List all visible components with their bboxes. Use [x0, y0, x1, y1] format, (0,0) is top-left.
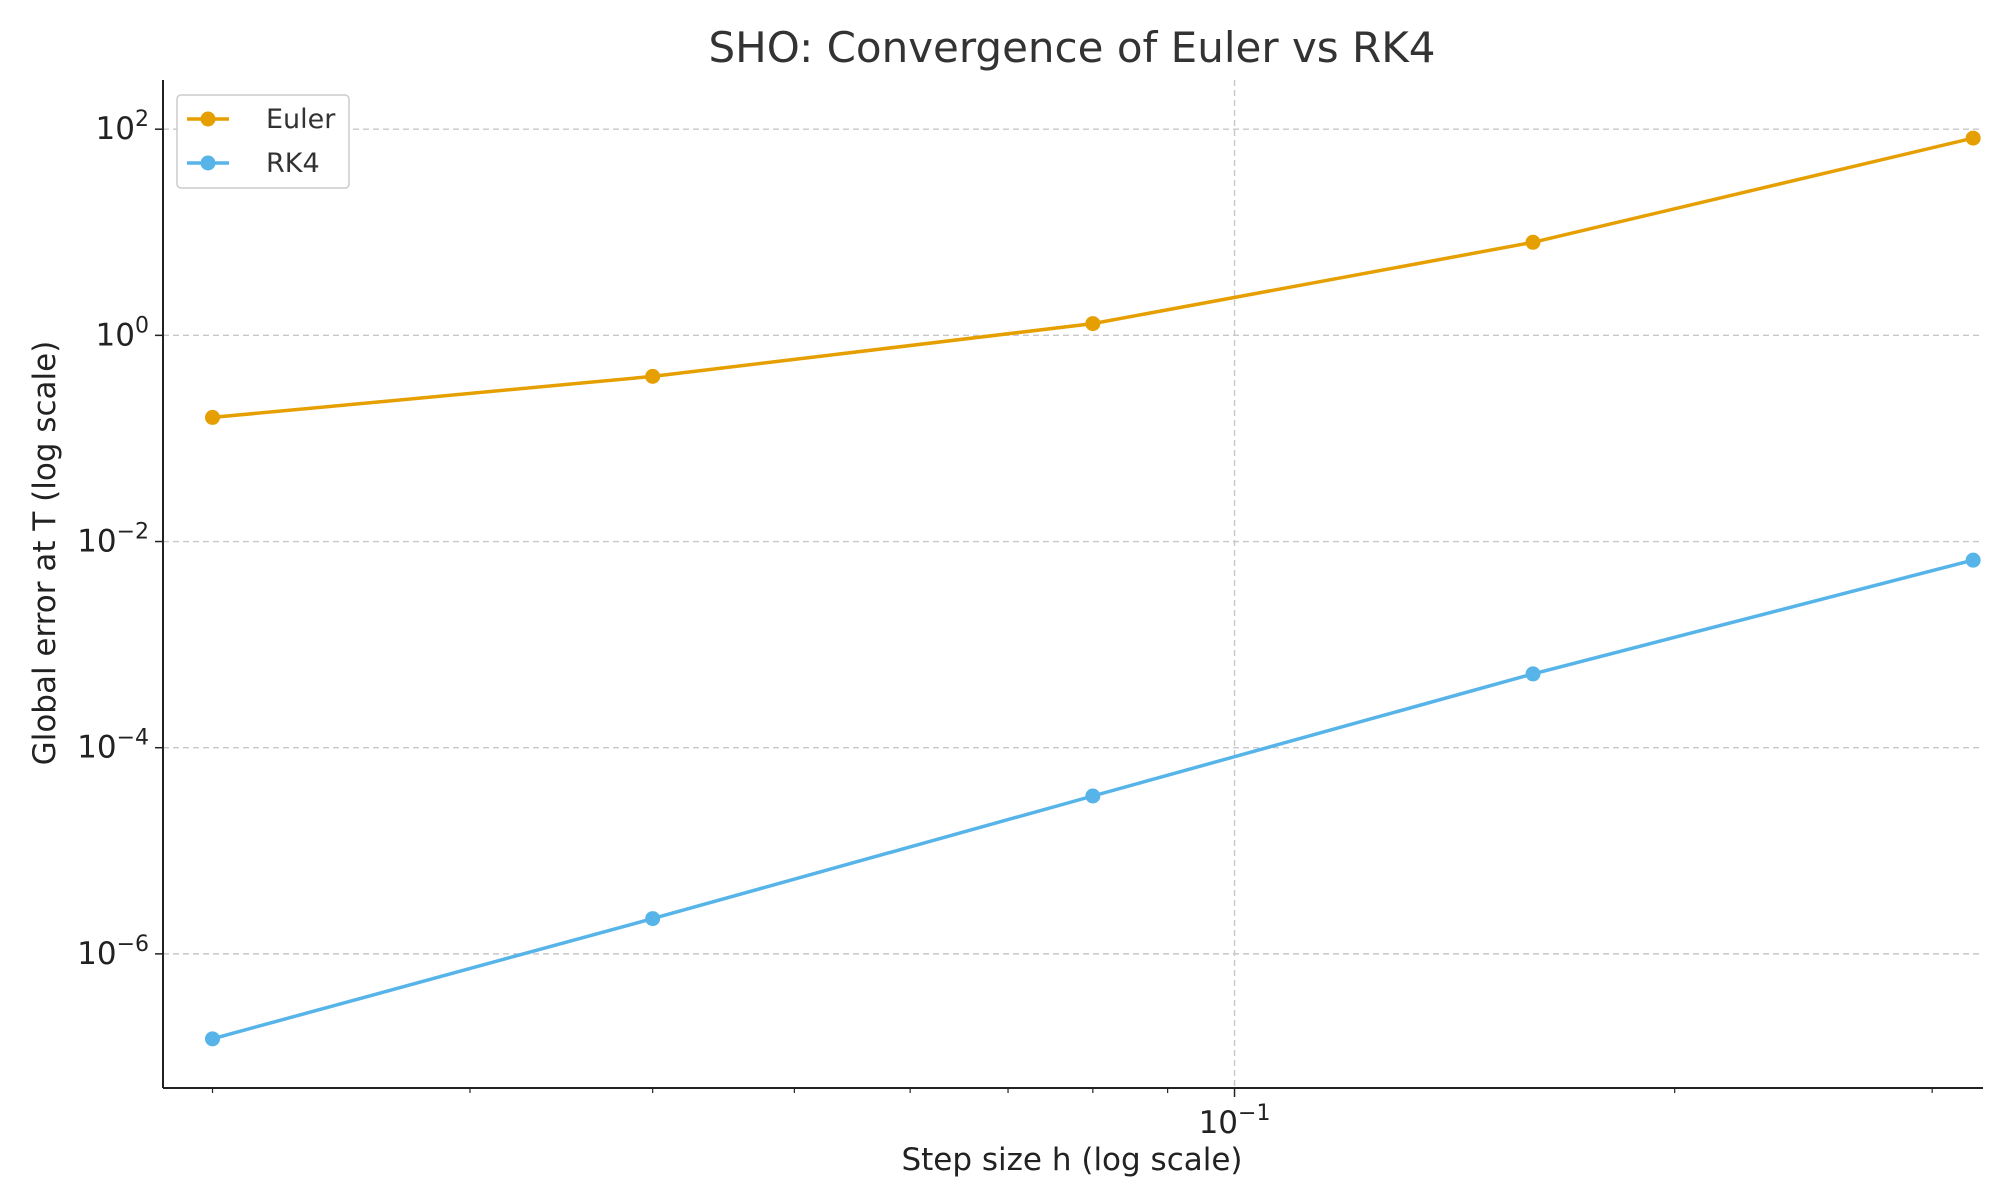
legend-label: Euler — [266, 104, 336, 135]
y-tick-label: 102 — [96, 107, 149, 147]
data-point-euler — [205, 409, 221, 425]
y-tick-label: 10−2 — [77, 520, 149, 560]
data-point-rk4 — [645, 911, 661, 927]
series-line-euler — [212, 136, 1974, 420]
legend-marker — [200, 111, 216, 127]
y-tick-label: 10−6 — [77, 932, 149, 972]
x-tick-label: 10−1 — [1199, 1101, 1271, 1141]
data-point-rk4 — [205, 1031, 221, 1047]
y-tick-label: 100 — [96, 313, 149, 353]
x-axis-label: Step size h (log scale) — [901, 1142, 1242, 1178]
legend-label: RK4 — [266, 148, 320, 179]
legend-marker — [200, 155, 216, 171]
data-point-rk4 — [1965, 552, 1981, 568]
grid-layer — [163, 80, 1983, 1088]
data-point-euler — [1965, 130, 1981, 146]
data-point-rk4 — [1525, 666, 1541, 682]
y-axis-label: Global error at T (log scale) — [27, 341, 63, 766]
tick-layer: 10−6 10−4 10−2 100 102 10−1 — [77, 107, 1933, 1141]
chart-title: SHO: Convergence of Euler vs RK4 — [709, 23, 1436, 72]
y-tick-label: 10−4 — [77, 726, 149, 766]
data-point-euler — [1085, 316, 1101, 332]
legend: Euler RK4 — [176, 94, 350, 189]
axes-layer — [162, 80, 1983, 1089]
data-point-euler — [645, 368, 661, 384]
data-point-rk4 — [1085, 788, 1101, 804]
data-point-euler — [1525, 234, 1541, 250]
series-layer — [205, 130, 1981, 1047]
